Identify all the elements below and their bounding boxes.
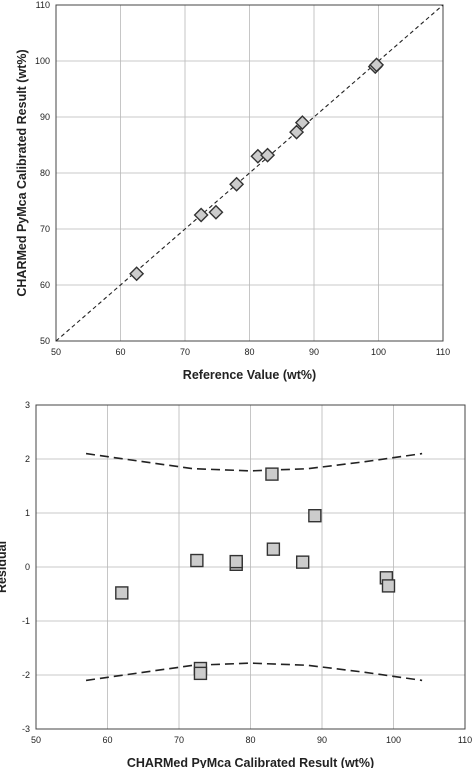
bottom-x-tick-label: 100 (386, 735, 401, 745)
calibration-point (208, 204, 224, 220)
top-y-tick-label: 70 (40, 224, 50, 234)
bottom-y-axis-label: Residual (0, 541, 9, 593)
bottom-y-tick-label: 3 (25, 400, 30, 410)
calibration-point (369, 57, 385, 73)
top-x-tick-label: 90 (309, 347, 319, 357)
residual-point (190, 553, 204, 568)
bottom-x-tick-label: 110 (458, 735, 472, 745)
top-y-tick-label: 100 (35, 56, 50, 66)
bottom-y-tick-label: -2 (22, 670, 30, 680)
residual-point (266, 542, 281, 556)
calibration-point (229, 176, 245, 192)
residual-chart: 50 60 70 80 90 100 110 -3 -2 -1 0 1 2 3 CHARMed PyMca … (0, 400, 472, 770)
top-x-axis-label: Reference Value (wt%) (183, 368, 316, 382)
calibration-point (129, 266, 145, 282)
top-x-tick-label: 50 (51, 347, 61, 357)
bottom-x-tick-label: 80 (245, 735, 255, 745)
top-x-tick-label: 110 (436, 347, 450, 357)
top-x-tick-label: 100 (371, 347, 386, 357)
top-x-tick-label: 60 (115, 347, 125, 357)
top-y-tick-label: 80 (40, 168, 50, 178)
calibration-chart: 50 60 70 80 90 100 110 50 60 70 80 90 100 110 Referenc… (15, 0, 450, 382)
top-x-tick-label: 70 (180, 347, 190, 357)
calibration-point (289, 124, 305, 140)
top-y-tick-label: 60 (40, 280, 50, 290)
bottom-y-tick-label: 1 (25, 508, 30, 518)
residual-point (381, 579, 396, 593)
bottom-plot-frame (35, 404, 466, 730)
calibration-point (193, 207, 209, 223)
top-y-axis-label: CHARMed PyMca Calibrated Result (wt%) (15, 49, 29, 296)
bottom-y-tick-label: -1 (22, 616, 30, 626)
calibration-point (260, 147, 276, 163)
top-x-tick-label: 80 (244, 347, 254, 357)
bottom-x-tick-label: 60 (102, 735, 112, 745)
residual-point (193, 666, 208, 681)
bottom-x-axis-label: CHARMed PyMca Calibrated Result (wt%) (127, 756, 374, 768)
bottom-x-tick-label: 70 (174, 735, 184, 745)
residual-point (229, 554, 243, 569)
bottom-y-tick-label: 0 (25, 562, 30, 572)
bottom-x-tick-label: 90 (317, 735, 327, 745)
calibration-point (294, 115, 310, 131)
top-y-tick-label: 90 (40, 112, 50, 122)
bottom-x-tick-label: 50 (31, 735, 41, 745)
top-y-tick-label: 110 (36, 0, 50, 10)
residual-point (115, 586, 129, 600)
residual-point (265, 467, 279, 481)
top-plot-frame (55, 4, 444, 342)
bottom-y-tick-label: -3 (22, 724, 30, 734)
top-y-tick-label: 50 (40, 336, 50, 346)
upper-confidence-band (85, 452, 423, 472)
residual-point (295, 555, 310, 569)
residual-point (308, 509, 322, 523)
bottom-y-tick-label: 2 (25, 454, 30, 464)
lower-confidence-band (85, 662, 423, 682)
